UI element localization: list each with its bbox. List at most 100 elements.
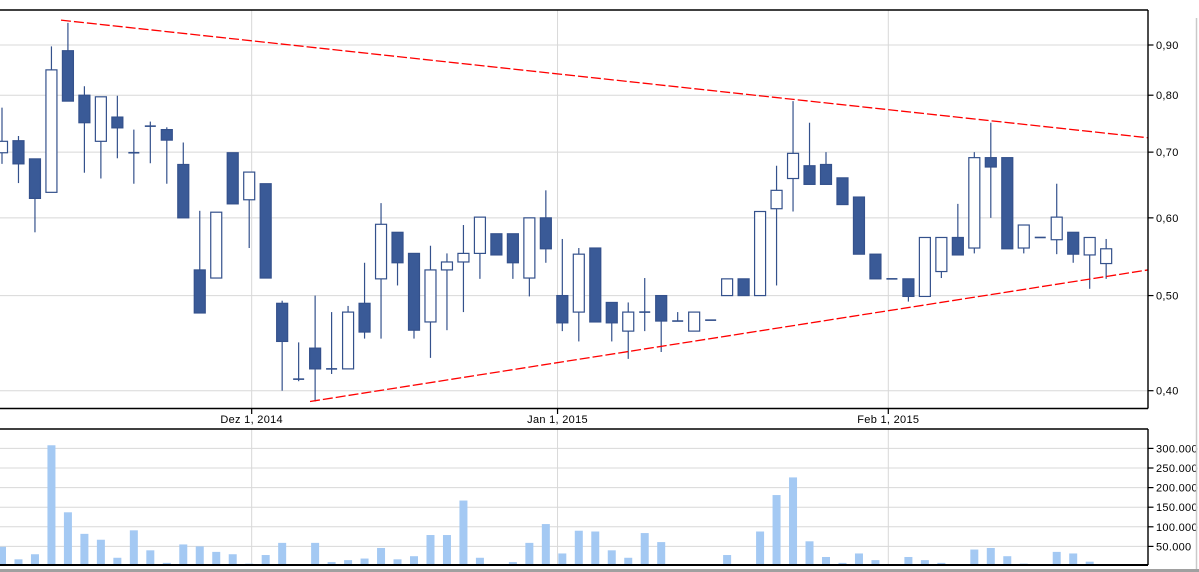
candle-body xyxy=(918,236,931,298)
volume-bar xyxy=(63,512,72,565)
candle-body xyxy=(424,269,437,323)
candle-body xyxy=(341,311,355,370)
candle-body xyxy=(951,236,964,256)
date-tick-label: Jan 1, 2015 xyxy=(527,414,588,426)
candle-body xyxy=(111,116,124,129)
volume-bar xyxy=(80,533,89,565)
volume-bar xyxy=(129,530,138,565)
upper-resistance-trendline xyxy=(60,19,1149,139)
candle-doji-dash xyxy=(144,125,156,127)
volume-bar xyxy=(607,550,616,565)
volume-bar xyxy=(410,556,418,565)
candle-body xyxy=(45,69,58,193)
volume-bar xyxy=(1085,561,1094,565)
volume-bar xyxy=(937,562,946,565)
candle-body xyxy=(407,252,421,331)
candle-body xyxy=(819,163,833,185)
volume-bar xyxy=(1069,553,1078,565)
volume-bar xyxy=(805,541,814,565)
volume-bar xyxy=(657,542,666,565)
candle-doji-dash xyxy=(639,311,651,313)
candle-body xyxy=(473,216,487,254)
volume-bar xyxy=(871,560,880,565)
volume-bar xyxy=(195,546,204,565)
volume-bar xyxy=(261,555,270,565)
volume-bar xyxy=(344,560,353,565)
volume-bar xyxy=(591,531,600,565)
candle-doji-dash xyxy=(672,320,684,322)
candle-body xyxy=(984,157,997,168)
candle-body xyxy=(309,347,322,370)
candle-body xyxy=(869,253,882,280)
lower-support-trendline xyxy=(309,269,1149,403)
candle-body xyxy=(193,269,206,314)
volume-tick-label: 100.000 xyxy=(1156,522,1198,534)
candle-doji-dash xyxy=(326,368,338,370)
volume-bar xyxy=(393,559,402,565)
volume-bar xyxy=(475,557,484,565)
volume-bar xyxy=(723,555,732,565)
bottom-band xyxy=(0,569,1199,572)
candle-body xyxy=(737,278,750,297)
candle-body xyxy=(523,217,536,279)
candle-body xyxy=(589,247,602,323)
volume-bar xyxy=(822,556,830,565)
price-tick-label: 0,60 xyxy=(1156,213,1179,225)
price-tick-label: 0,90 xyxy=(1156,40,1179,52)
date-tick-label: Dez 1, 2014 xyxy=(220,414,283,426)
volume-bar xyxy=(920,560,929,565)
candle-body xyxy=(210,211,223,279)
volume-bar xyxy=(442,535,451,565)
candle-body xyxy=(721,278,734,297)
candle-body xyxy=(28,158,42,200)
volume-bar xyxy=(640,533,649,565)
volume-bar xyxy=(1003,556,1012,565)
candle-body xyxy=(539,217,552,250)
candle-body xyxy=(1100,248,1113,265)
candle-doji-dash xyxy=(886,278,898,280)
candle-body xyxy=(572,253,585,313)
volume-bar xyxy=(14,559,23,565)
volume-bar xyxy=(212,551,221,565)
volume-bar xyxy=(756,531,765,565)
volume-bar xyxy=(228,554,237,565)
volume-bar xyxy=(96,539,105,565)
candle-doji-dash xyxy=(1034,236,1046,239)
candle-body xyxy=(61,50,75,102)
volume-bar xyxy=(838,562,847,565)
volume-bar xyxy=(624,557,633,565)
volume-tick-label: 200.000 xyxy=(1156,483,1198,495)
candle-body xyxy=(836,177,849,206)
volume-bar xyxy=(508,562,517,565)
volume-bar xyxy=(459,500,468,565)
volume-tick-label: 250.000 xyxy=(1156,463,1198,475)
candle-body xyxy=(1017,224,1030,249)
volume-bar xyxy=(30,554,39,565)
volume-bar xyxy=(541,524,550,565)
candle-body xyxy=(556,294,569,324)
candle-body xyxy=(770,189,783,210)
candle-body xyxy=(226,152,239,205)
candle-doji-dash xyxy=(128,151,140,154)
trendlines-layer xyxy=(60,19,1149,403)
volume-tick-label: 300.000 xyxy=(1156,443,1198,455)
candle-body xyxy=(852,196,866,255)
candle-body xyxy=(655,294,668,322)
volume-bar xyxy=(162,562,171,565)
candles-layer xyxy=(0,22,1113,402)
volume-bar xyxy=(0,546,6,565)
volume-bar xyxy=(47,445,56,565)
candle-body xyxy=(490,233,503,256)
volume-bar xyxy=(789,477,798,565)
candle-body xyxy=(506,233,519,264)
candle-body xyxy=(1067,231,1080,255)
volume-bar xyxy=(558,553,567,565)
candle-body xyxy=(968,157,981,249)
candle-body xyxy=(688,311,701,332)
volume-bar xyxy=(278,542,287,565)
candle-body xyxy=(935,236,948,273)
candle-body xyxy=(902,278,915,298)
labels-layer: 0,90 0,80 0,70 0,60 0,50 0,40 300.000 250.000 20… xyxy=(220,40,1198,553)
